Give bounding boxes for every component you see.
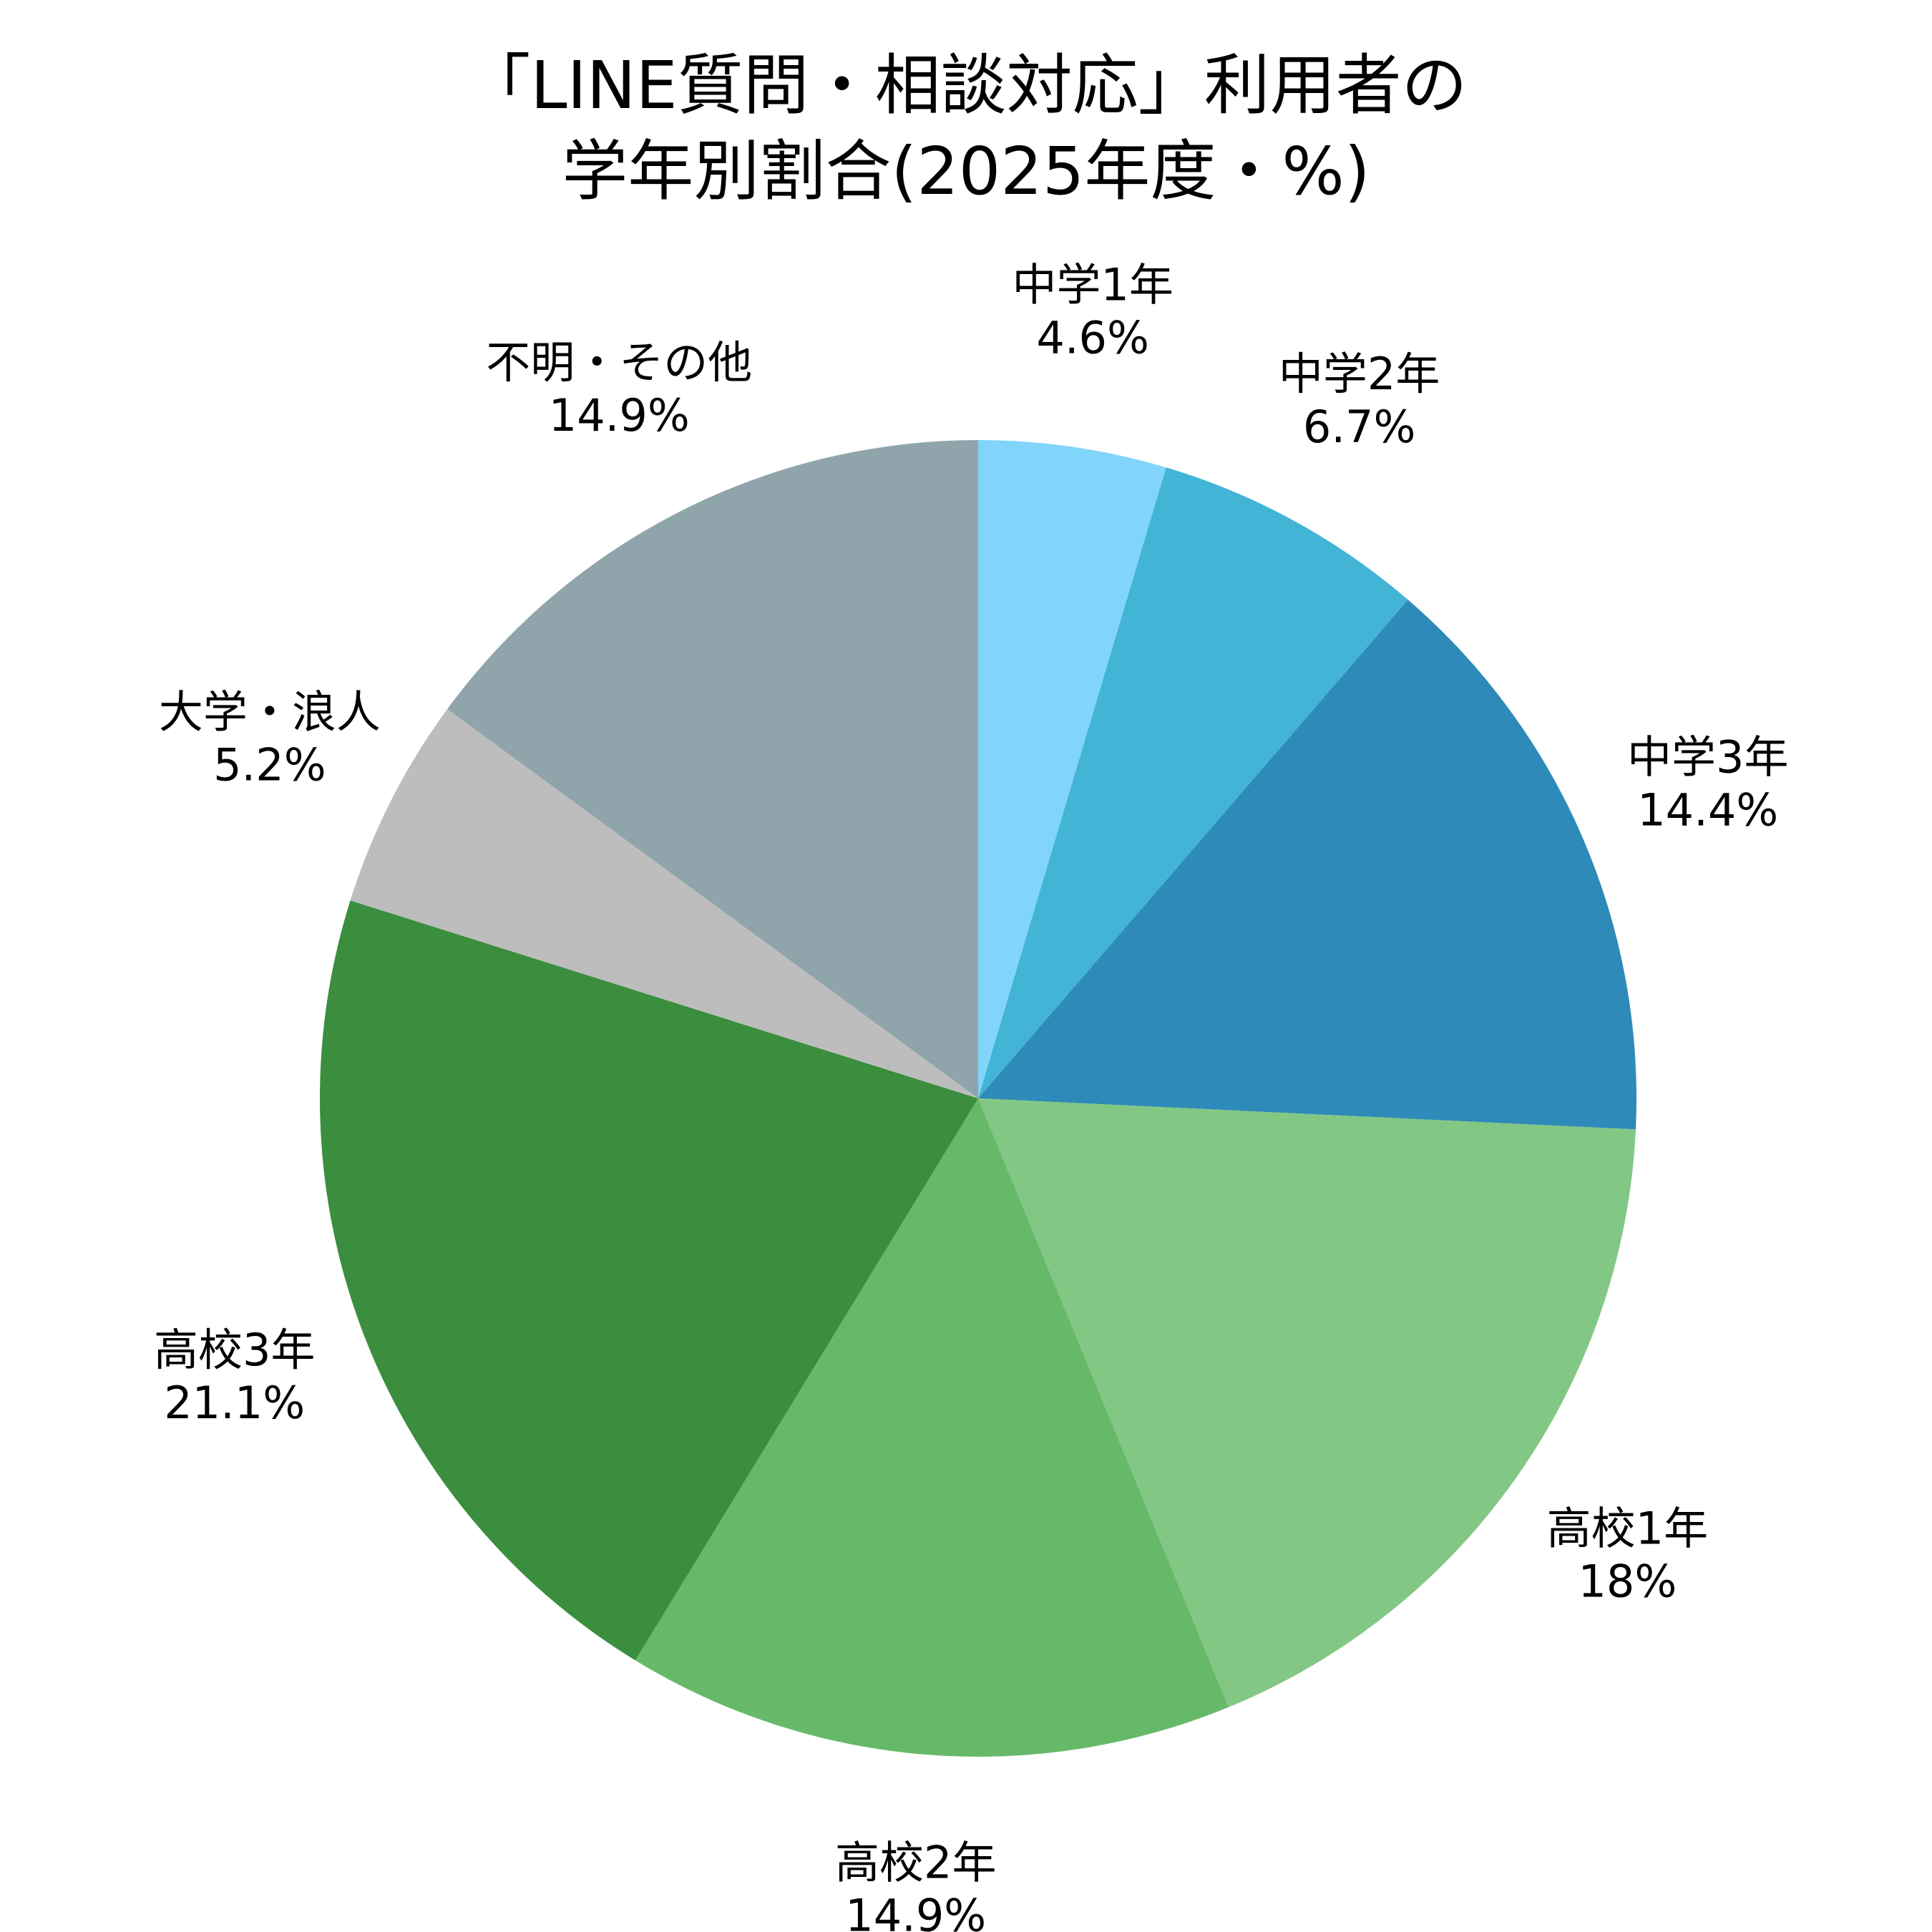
- pie-labels: 中学1年4.6%中学2年6.7%中学3年14.4%高校1年18%高校2年14.9…: [154, 259, 1788, 1932]
- slice-category-label: 高校3年: [154, 1324, 315, 1376]
- pie-slice: [978, 440, 1166, 1098]
- chart-title-line-2: 学年別割合(2025年度・%): [562, 133, 1370, 210]
- slice-category-label: 中学3年: [1627, 731, 1788, 784]
- pie-slice: [635, 1098, 1229, 1757]
- slice-value-label: 21.1%: [164, 1377, 305, 1429]
- slice-category-label: 大学・浪人: [159, 686, 381, 738]
- pie-slice: [447, 440, 978, 1098]
- slice-category-label: 中学1年: [1012, 259, 1173, 311]
- slice-value-label: 5.2%: [213, 738, 326, 791]
- pie-slices: [319, 440, 1636, 1757]
- slice-value-label: 4.6%: [1036, 312, 1149, 364]
- pie-slice: [319, 900, 978, 1661]
- slice-category-label: 中学2年: [1279, 348, 1440, 400]
- slice-value-label: 14.4%: [1637, 784, 1778, 836]
- slice-value-label: 18%: [1578, 1555, 1677, 1607]
- slice-category-label: 高校2年: [835, 1837, 996, 1889]
- slice-category-label: 高校1年: [1547, 1502, 1708, 1554]
- pie-slice: [978, 1098, 1636, 1707]
- chart-title-line-1: 「LINE質問・相談対応」利用者の: [464, 47, 1468, 124]
- pie-slice: [978, 600, 1636, 1130]
- slice-value-label: 14.9%: [549, 389, 690, 441]
- slice-value-label: 14.9%: [845, 1890, 986, 1932]
- pie-slice: [978, 467, 1408, 1098]
- slice-category-label: 不明・その他: [486, 336, 752, 389]
- pie-slice: [350, 708, 978, 1098]
- chart-title: 「LINE質問・相談対応」利用者の 学年別割合(2025年度・%): [0, 43, 1932, 215]
- slice-value-label: 6.7%: [1303, 401, 1416, 453]
